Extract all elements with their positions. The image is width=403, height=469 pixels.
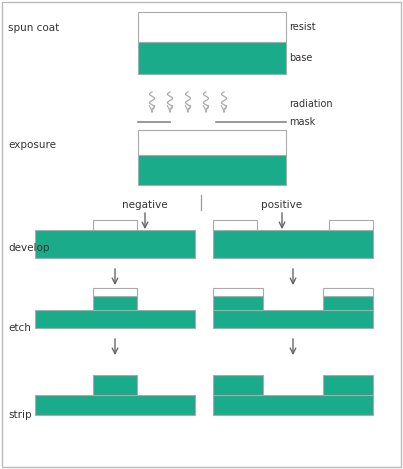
Text: exposure: exposure bbox=[8, 140, 56, 150]
Text: mask: mask bbox=[289, 117, 315, 127]
Bar bbox=[329, 220, 373, 230]
Bar bbox=[35, 230, 195, 258]
Text: resist: resist bbox=[289, 22, 316, 32]
Bar bbox=[93, 220, 137, 230]
Bar bbox=[93, 296, 137, 310]
Bar bbox=[213, 220, 257, 230]
Bar bbox=[138, 130, 286, 155]
Bar bbox=[138, 155, 286, 185]
Bar bbox=[35, 310, 195, 328]
Text: strip: strip bbox=[8, 410, 31, 420]
Bar bbox=[35, 395, 195, 415]
Bar bbox=[93, 375, 137, 395]
Bar bbox=[138, 12, 286, 42]
Bar bbox=[213, 230, 373, 258]
Bar bbox=[213, 395, 373, 415]
Bar bbox=[323, 288, 373, 296]
Bar bbox=[213, 310, 373, 328]
Bar bbox=[138, 42, 286, 74]
Text: negative: negative bbox=[122, 200, 168, 210]
Bar bbox=[323, 296, 373, 310]
Text: radiation: radiation bbox=[289, 98, 332, 108]
Text: spun coat: spun coat bbox=[8, 23, 59, 33]
Text: positive: positive bbox=[262, 200, 303, 210]
Text: base: base bbox=[289, 53, 312, 63]
Text: develop: develop bbox=[8, 243, 50, 253]
Text: etch: etch bbox=[8, 323, 31, 333]
Bar bbox=[323, 375, 373, 395]
Bar bbox=[213, 375, 263, 395]
Bar bbox=[213, 288, 263, 296]
Bar bbox=[213, 296, 263, 310]
Bar bbox=[93, 288, 137, 296]
